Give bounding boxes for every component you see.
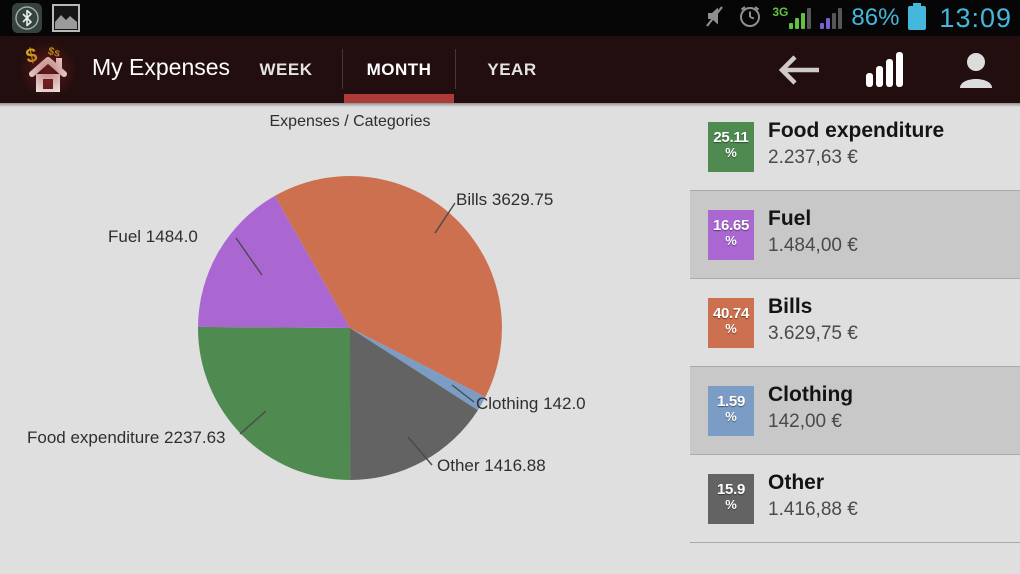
label-leader-lines [235,202,475,466]
list-item-bills[interactable]: 40.74 % Bills 3.629,75 € [690,279,1020,367]
stats-icon [866,52,903,87]
category-name: Bills [768,295,813,318]
clock-label: 13:09 [939,2,1012,33]
profile-button[interactable] [948,49,1004,91]
secondary-signal-icon [820,7,843,29]
percent-badge: 1.59 % [708,386,754,436]
list-item-food-expenditure[interactable]: 25.11 % Food expenditure 2.237,63 € [690,103,1020,191]
percent-badge: 40.74 % [708,298,754,348]
alarm-icon [737,3,763,34]
home-glow [18,40,78,100]
mute-icon [704,3,728,34]
bluetooth-icon [12,3,42,33]
chart-title: Expenses / Categories [269,113,431,130]
pie-slice-other[interactable] [350,328,478,480]
battery-percent-label: 86% [851,4,900,31]
category-list: 25.11 % Food expenditure 2.237,63 € 16.6… [690,103,1020,574]
pie-label-other: Other 1416.88 [437,456,546,475]
category-amount: 3.629,75 € [768,323,858,344]
category-name: Food expenditure [768,119,945,142]
category-name: Other [768,471,825,494]
list-item-other[interactable]: 15.9 % Other 1.416,88 € [690,455,1020,543]
category-amount: 1.484,00 € [768,235,858,256]
pie-slice-fuel[interactable] [198,195,350,328]
pie-label-clothing: Clothing 142.0 [476,394,586,413]
tab-year[interactable]: YEAR [487,59,537,79]
category-amount: 142,00 € [768,411,842,432]
tab-separator [342,49,343,89]
app-bar: $ $s My Expenses WEEK MONTH YEAR [0,36,1020,107]
network-type-label: 3G [772,5,789,19]
back-button[interactable] [772,49,828,91]
status-bar: 3G 86% 13:09 [0,0,1020,36]
pie-label-fuel: Fuel 1484.0 [108,227,198,246]
tab-separator [455,49,456,89]
stats-button[interactable] [858,49,914,91]
category-amount: 1.416,88 € [768,499,858,520]
tab-week[interactable]: WEEK [259,59,313,79]
signal-strength-icon: 3G [772,5,812,29]
home-button[interactable]: $ $s [18,40,78,100]
category-name: Clothing [768,383,854,406]
profile-icon [960,53,992,88]
pie-label-bills: Bills 3629.75 [456,190,554,209]
percent-badge: 25.11 % [708,122,754,172]
category-name: Fuel [768,207,812,230]
pie-slice-clothing[interactable] [350,328,486,411]
percent-badge: 15.9 % [708,474,754,524]
pie-slice-food-expenditure[interactable] [197,326,350,480]
tab-month[interactable]: MONTH [343,36,455,103]
back-arrow-icon [778,55,819,85]
page-title: My Expenses [92,54,231,80]
category-amount: 2.237,63 € [768,147,858,168]
tab-bar: WEEK MONTH YEAR [230,36,568,103]
pie-chart[interactable] [0,103,690,574]
pie-slice-bills[interactable] [274,176,502,397]
battery-icon [908,3,927,30]
list-item-clothing[interactable]: 1.59 % Clothing 142,00 € [690,367,1020,455]
pie-label-food: Food expenditure 2237.63 [27,428,226,447]
percent-badge: 16.65 % [708,210,754,260]
list-item-fuel[interactable]: 16.65 % Fuel 1.484,00 € [690,191,1020,279]
gallery-icon [52,4,80,32]
